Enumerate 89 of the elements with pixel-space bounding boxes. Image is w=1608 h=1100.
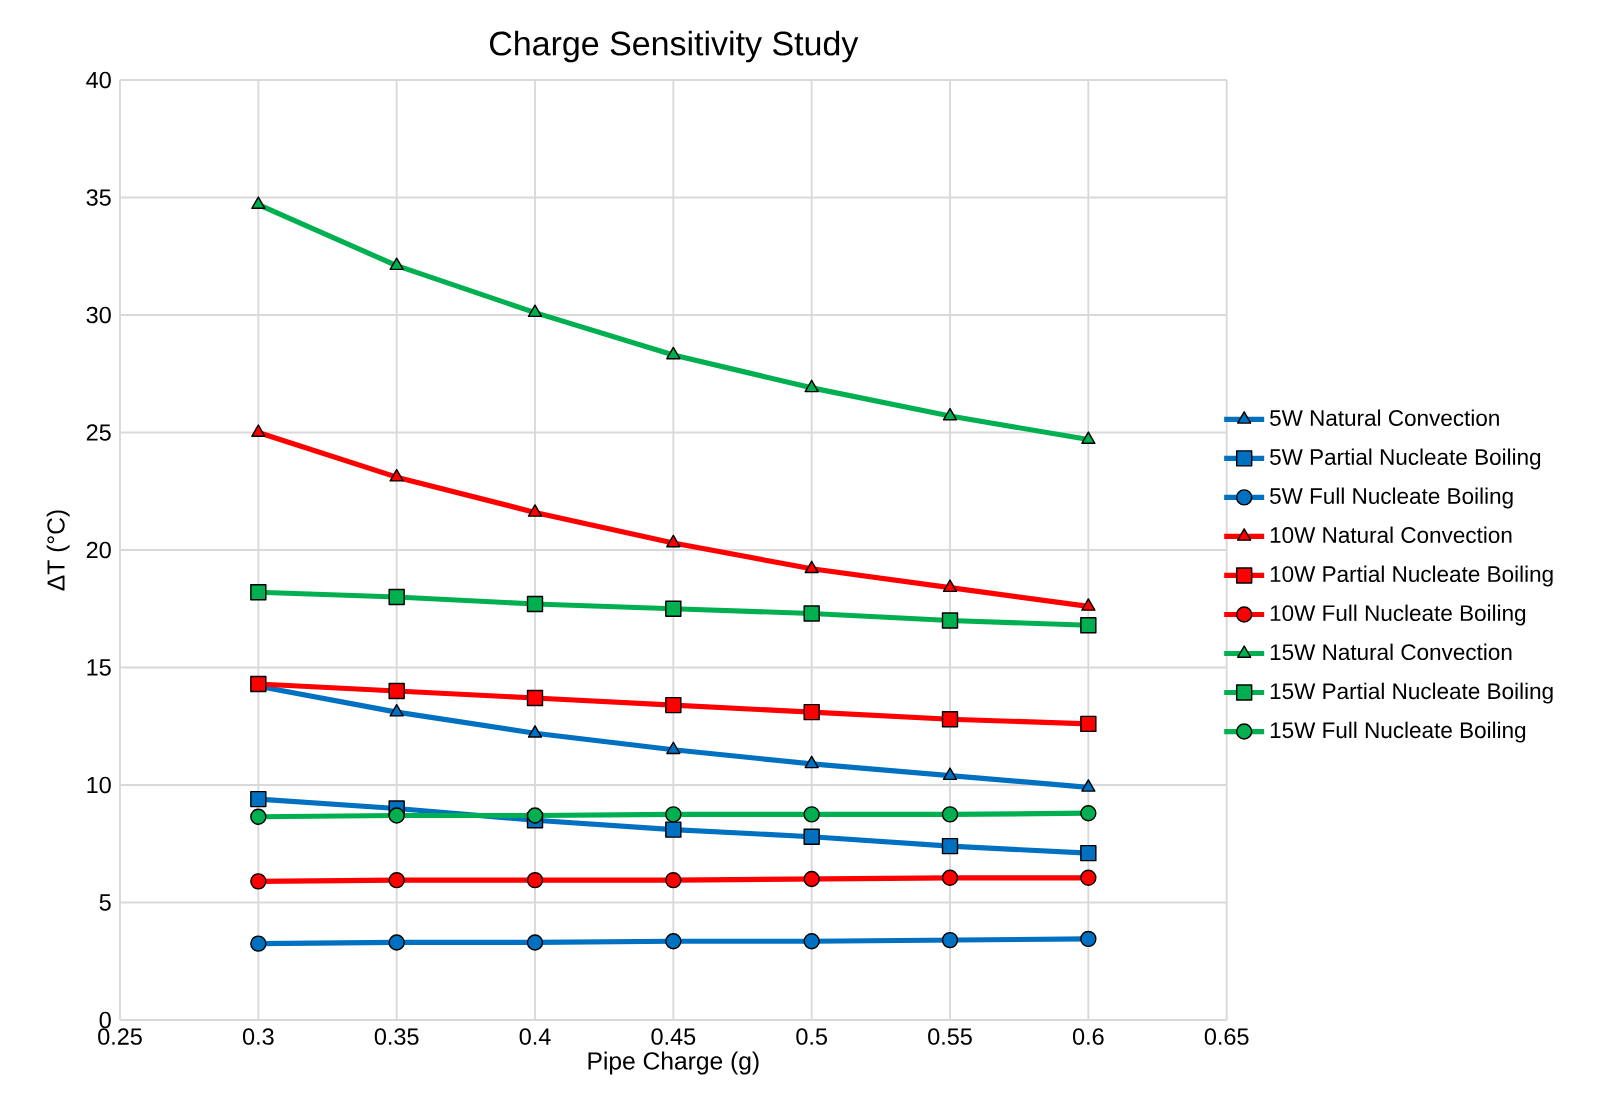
point <box>942 579 958 593</box>
x-tick-label: 0.35 <box>374 1028 419 1045</box>
point <box>666 346 681 360</box>
point <box>250 584 267 601</box>
point <box>1081 779 1096 792</box>
point <box>666 534 681 548</box>
point <box>526 871 544 889</box>
point <box>803 870 820 888</box>
legend-label: 15W Natural Convection <box>1270 643 1512 661</box>
point <box>250 808 267 825</box>
point <box>526 595 544 613</box>
legend-label: 15W Full Nucleate Boiling <box>1270 721 1526 743</box>
point <box>1081 431 1096 444</box>
point <box>389 703 404 717</box>
point <box>1080 869 1097 887</box>
y-tick-label: 35 <box>86 189 111 206</box>
point <box>389 468 404 482</box>
point <box>526 689 544 707</box>
point <box>1080 616 1097 634</box>
y-tick-label: 15 <box>87 659 111 676</box>
point <box>941 931 959 949</box>
legend-label: 5W Natural Convection <box>1270 409 1499 426</box>
point <box>666 741 681 755</box>
x-tick-label: 0.55 <box>928 1028 972 1045</box>
point <box>803 933 820 950</box>
x-tick-label: 0.3 <box>242 1028 274 1045</box>
point <box>1080 844 1097 862</box>
y-tick-label: 30 <box>86 306 111 324</box>
point <box>527 304 543 318</box>
point <box>1080 715 1097 733</box>
legend-label: 10W Natural Convection <box>1270 526 1512 544</box>
y-tick-label: 40 <box>86 71 111 89</box>
point <box>388 871 405 889</box>
x-tick-label: 0.4 <box>519 1028 551 1045</box>
point <box>803 828 820 845</box>
point <box>388 807 405 824</box>
x-tick-label: 0.45 <box>651 1028 696 1045</box>
y-tick-label: 25 <box>86 424 111 441</box>
legend-label: 5W Partial Nucleate Boiling <box>1270 448 1541 470</box>
point <box>665 806 682 823</box>
legend-label: 10W Full Nucleate Boiling <box>1270 604 1526 626</box>
point <box>389 257 404 271</box>
point <box>250 790 267 808</box>
point <box>388 588 405 606</box>
x-tick-label: 0.25 <box>98 1028 142 1045</box>
point <box>388 682 405 700</box>
point <box>665 821 682 838</box>
x-tick-label: 0.6 <box>1072 1028 1104 1045</box>
point <box>527 504 543 517</box>
point <box>803 703 820 721</box>
y-axis-title: ΔT (°C) <box>46 510 70 591</box>
chart-title: Charge Sensitivity Study <box>490 30 859 63</box>
legend-label: 15W Partial Nucleate Boiling <box>1270 682 1553 704</box>
point <box>942 767 958 781</box>
point <box>1080 930 1097 948</box>
point <box>250 935 267 952</box>
point <box>941 710 959 728</box>
point <box>942 407 958 421</box>
point <box>388 934 405 951</box>
point <box>665 933 682 950</box>
point <box>804 560 819 574</box>
point <box>804 379 819 393</box>
legend-label: 10W Partial Nucleate Boiling <box>1270 565 1553 587</box>
point <box>250 873 267 890</box>
point <box>941 869 959 887</box>
point <box>804 755 819 769</box>
point <box>526 934 544 951</box>
point <box>665 871 682 889</box>
point <box>665 696 682 714</box>
y-tick-label: 0 <box>99 1011 111 1029</box>
x-tick-label: 0.65 <box>1204 1028 1249 1045</box>
point <box>941 612 959 629</box>
x-axis-title: Pipe Charge (g) <box>588 1051 759 1075</box>
y-tick-label: 20 <box>86 541 111 559</box>
legend-label: 5W Full Nucleate Boiling <box>1270 487 1513 509</box>
point <box>941 837 959 855</box>
point <box>1080 805 1097 822</box>
point <box>251 196 266 209</box>
point <box>803 806 820 823</box>
point <box>526 807 544 824</box>
point <box>1081 598 1096 611</box>
point <box>251 424 266 437</box>
y-tick-label: 10 <box>87 776 111 794</box>
point <box>803 605 820 622</box>
point <box>527 725 543 738</box>
x-tick-label: 0.5 <box>796 1028 827 1045</box>
y-tick-label: 5 <box>99 894 111 911</box>
point <box>665 600 682 617</box>
point <box>941 806 959 823</box>
